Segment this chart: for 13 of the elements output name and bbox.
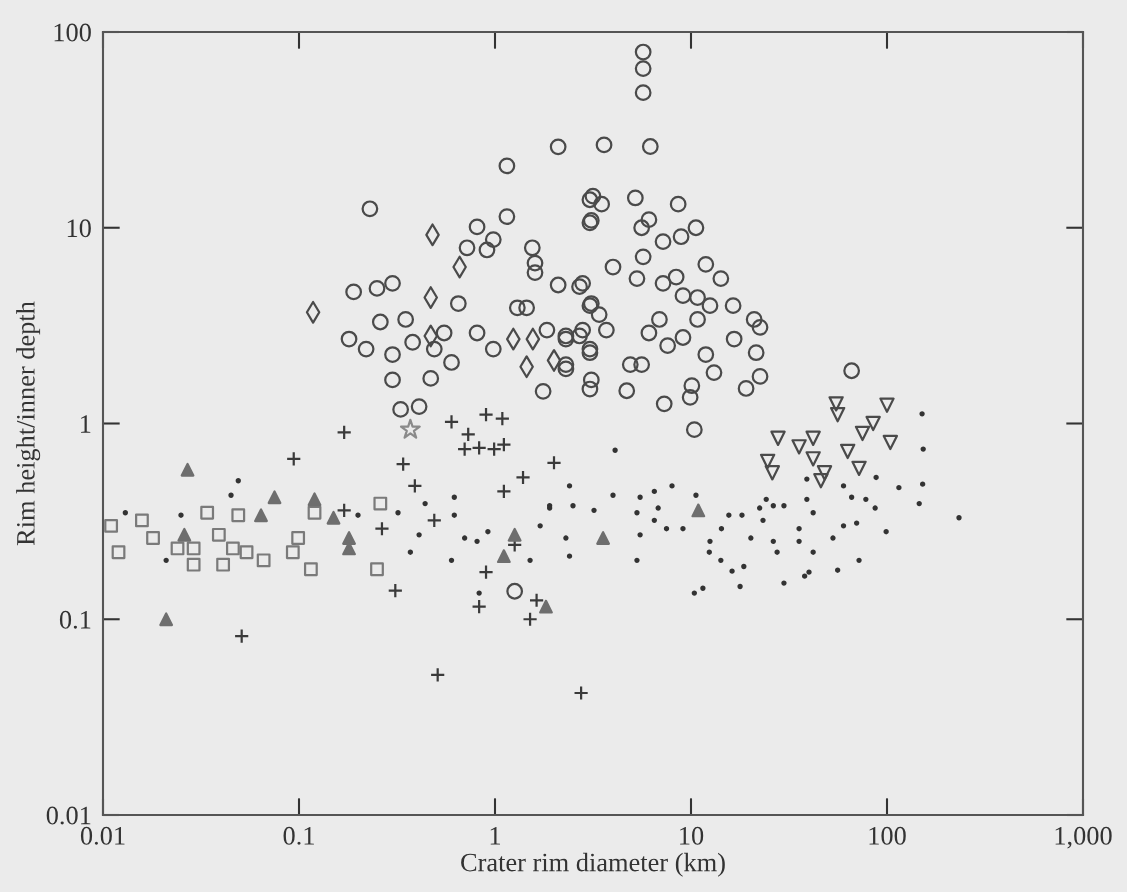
- y-tick-label: 1: [81, 415, 91, 433]
- y-tick-label: 0.01: [46, 806, 91, 825]
- x-tick-label: 0.1: [283, 826, 314, 845]
- x-axis-title: Crater rim diameter (km): [461, 852, 725, 877]
- y-tick-label: 10: [67, 219, 91, 238]
- y-tick-label: 0.1: [59, 610, 91, 629]
- x-tick-label: 1,000: [1055, 826, 1112, 849]
- y-tick-label: 100: [54, 23, 91, 42]
- y-axis-title: Rim height/inner depth: [16, 301, 41, 546]
- x-tick-label: 10: [680, 826, 704, 845]
- x-tick-label: 1: [490, 827, 501, 845]
- x-tick-label: 0.01: [80, 826, 125, 845]
- x-tick-label: 100: [869, 826, 906, 845]
